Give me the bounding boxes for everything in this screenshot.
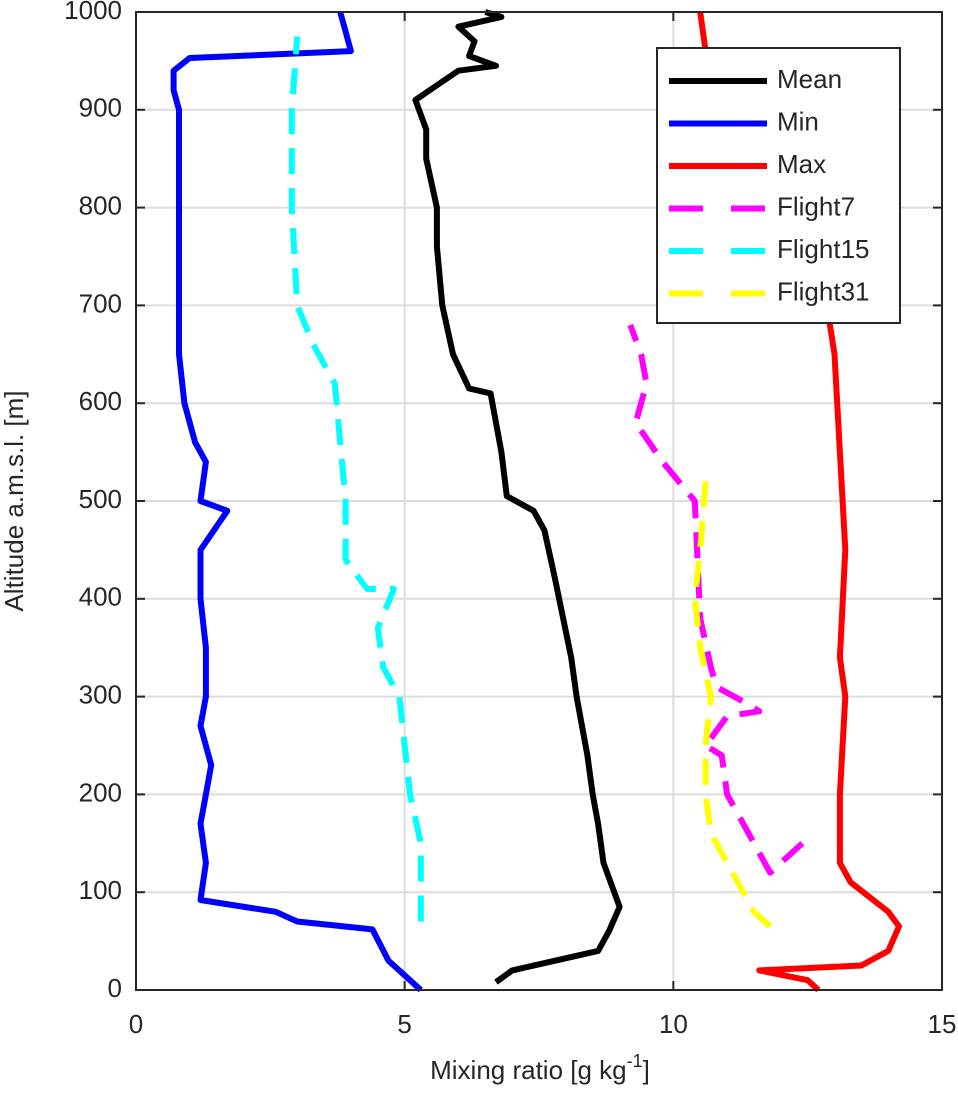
y-tick-label: 600	[79, 386, 122, 416]
y-tick-label: 1000	[64, 0, 122, 25]
y-tick-label: 900	[79, 93, 122, 123]
y-tick-label: 800	[79, 190, 122, 220]
x-label-suffix: ]	[643, 1055, 650, 1085]
y-axis-label: Altitude a.m.s.l. [m]	[0, 390, 29, 611]
x-axis-label: Mixing ratio [g kg-1]	[430, 1051, 650, 1085]
legend-label: Min	[777, 106, 819, 136]
plot-frame	[135, 11, 943, 991]
legend-label: Max	[777, 149, 826, 179]
y-tick-label: 400	[79, 582, 122, 612]
y-tick-label: 300	[79, 679, 122, 709]
x-tick-label: 0	[129, 1009, 143, 1039]
y-tick-label: 100	[79, 875, 122, 905]
x-tick-label: 10	[659, 1009, 688, 1039]
data-line	[691, 481, 773, 929]
data-line	[627, 323, 805, 876]
legend-box	[656, 47, 901, 324]
x-tick-label: 15	[928, 1009, 957, 1039]
x-label-text: Mixing ratio [g kg	[430, 1055, 627, 1085]
x-label-sup: -1	[627, 1051, 643, 1071]
legend-label: Flight15	[777, 234, 870, 264]
legend-label: Flight31	[777, 276, 870, 306]
y-tick-label: 200	[79, 777, 122, 807]
data-line	[170, 11, 423, 993]
data-line	[288, 36, 424, 922]
legend-label: Flight7	[777, 191, 855, 221]
y-tick-label: 500	[79, 484, 122, 514]
x-tick-label: 5	[397, 1009, 411, 1039]
legend: Mean Min Max Flight7 Flight15 Flight31	[656, 47, 901, 324]
data-line	[412, 9, 623, 985]
y-tick-label: 0	[108, 973, 122, 1003]
y-tick-label: 700	[79, 288, 122, 318]
legend-label: Mean	[777, 64, 842, 94]
